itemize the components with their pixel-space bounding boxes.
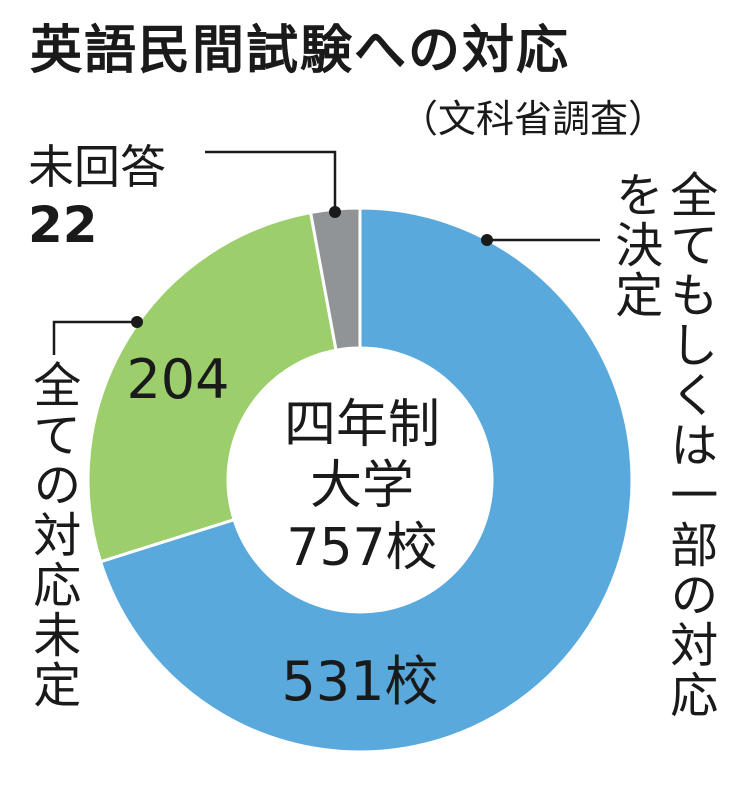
label-all-decided-line-1: 全てもしくは一部の対応 <box>661 170 718 720</box>
leader-dot-undecided <box>131 316 143 328</box>
leader-dot-no-answer <box>329 206 341 218</box>
slice-decided <box>98 206 634 754</box>
center-label: 四年制 大学 757校 <box>262 395 462 579</box>
chart-source: （文科省調査） <box>400 97 667 141</box>
data-label-decided: 531校 <box>281 650 438 713</box>
center-line-3: 757校 <box>286 517 438 578</box>
label-all-decided-line-2: を決定 <box>606 170 663 320</box>
data-label-undecided: 204 <box>126 348 229 411</box>
chart-title: 英語民間試験への対応 <box>30 21 571 81</box>
center-line-2: 大学 <box>309 456 414 517</box>
slice-no-answer <box>308 206 362 352</box>
label-undecided: 全ての対応未定 <box>24 360 81 710</box>
slice-undecided <box>86 210 338 564</box>
label-no-answer-value: 22 <box>28 196 98 255</box>
label-no-answer-name: 未回答 <box>28 140 166 194</box>
leader-line-no-answer <box>205 150 337 212</box>
leader-line-undecided <box>52 320 137 355</box>
label-no-answer: 未回答 22 <box>28 140 166 255</box>
leader-dot-decided <box>481 234 493 246</box>
center-line-1: 四年制 <box>283 395 440 455</box>
